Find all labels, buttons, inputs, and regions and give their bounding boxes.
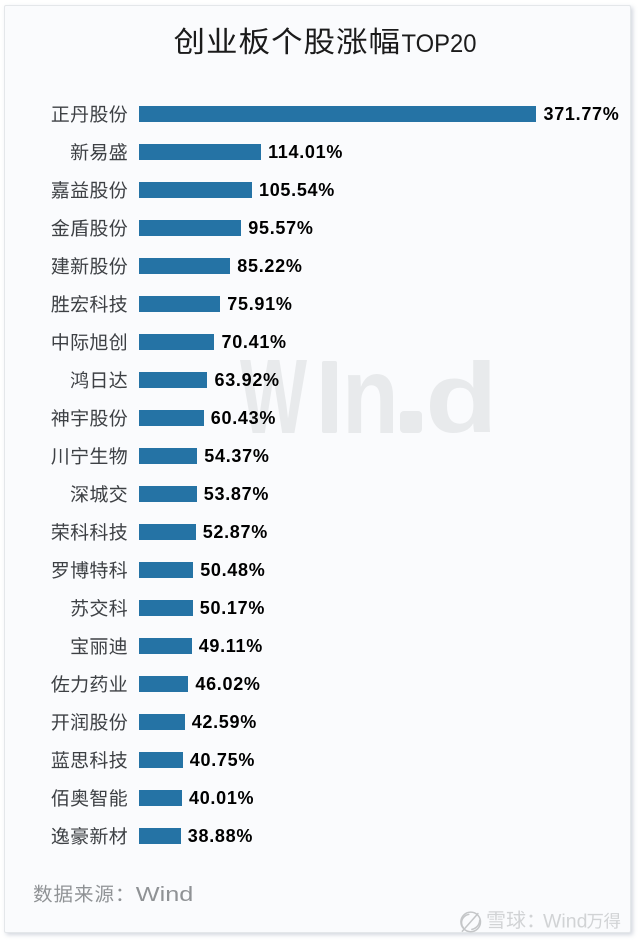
svg-text:TOP20: TOP20	[402, 30, 477, 58]
svg-text:Wind: Wind	[136, 883, 194, 906]
svg-text:Wind: Wind	[543, 910, 587, 932]
